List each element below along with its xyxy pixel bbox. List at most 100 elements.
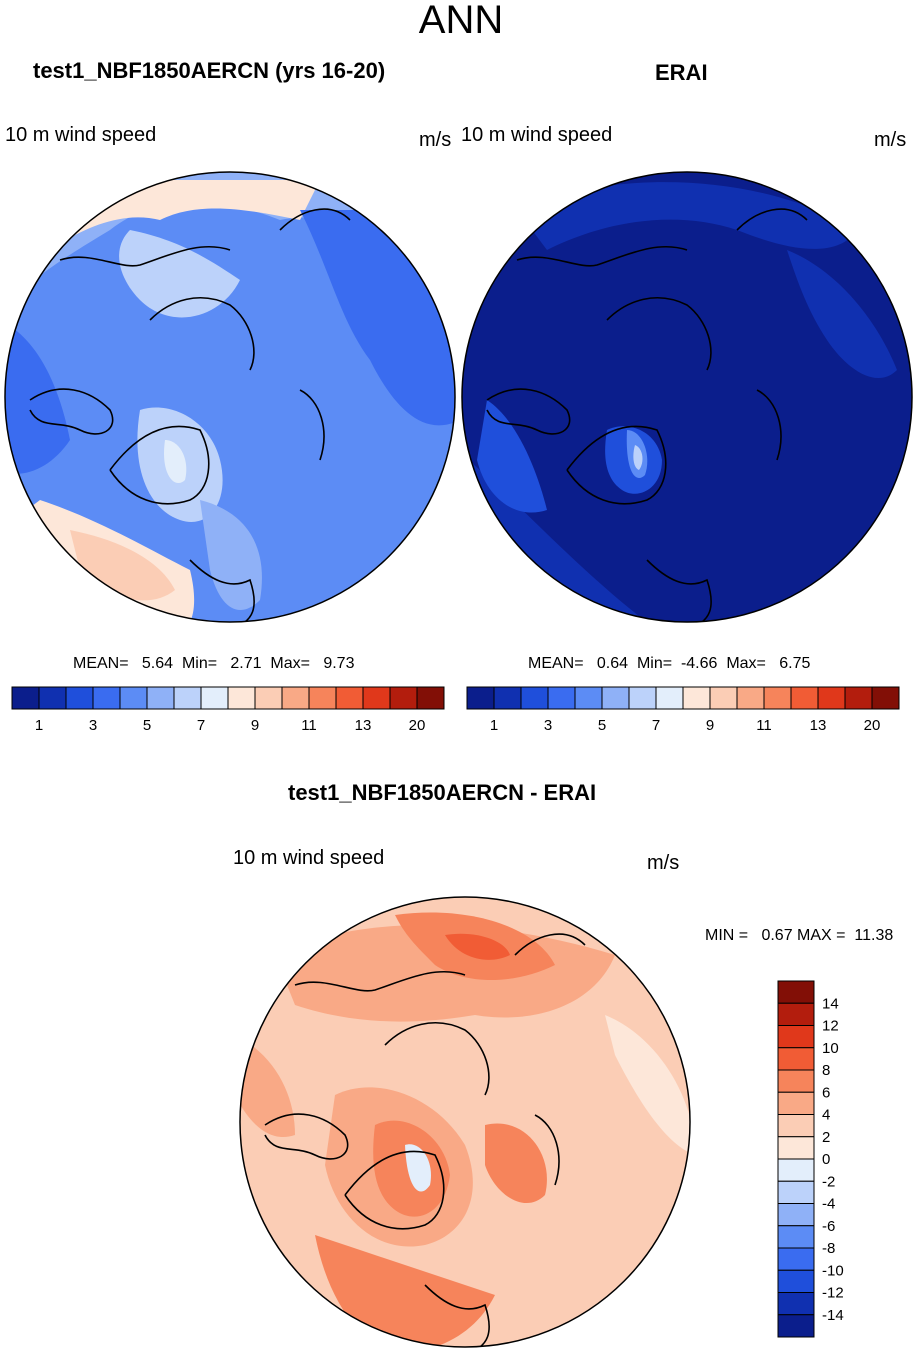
diff-units-label: m/s <box>647 852 680 874</box>
right-colorbar-tick-label: 1 <box>490 717 498 734</box>
diff-colorbar-bin <box>777 1136 815 1160</box>
right-colorbar-bin <box>547 686 576 710</box>
right-panel-title: ERAI <box>655 60 708 85</box>
left-colorbar-bin <box>254 686 283 710</box>
right-colorbar-bin <box>520 686 549 710</box>
diff-east-light <box>605 1015 690 1155</box>
left-panel-title: test1_NBF1850AERCN (yrs 16-20) <box>33 58 386 83</box>
left-colorbar-bin <box>335 686 364 710</box>
diff-colorbar-tick-label: 14 <box>822 995 839 1012</box>
right-colorbar-bin <box>574 686 603 710</box>
left-light-patch <box>119 230 240 318</box>
left-colorbar-tick-label: 1 <box>35 717 43 734</box>
diff-colorbar-bin <box>777 1203 815 1227</box>
diff-colorbar-bin <box>777 1314 815 1338</box>
right-north-band <box>517 182 857 250</box>
diff-map-border <box>239 896 691 1348</box>
right-colorbar-tick-label: 11 <box>756 717 772 734</box>
diff-colorbar-tick-label: 12 <box>822 1018 839 1035</box>
diff-colorbar-tick-label: -6 <box>822 1218 835 1235</box>
diff-colorbar-tick-label: 4 <box>822 1107 830 1124</box>
right-colorbar-bin <box>601 686 630 710</box>
right-colorbar: 1 3 5 7 9 11 13 20 <box>466 686 900 734</box>
left-colorbar-bin <box>200 686 229 710</box>
diff-variable-label: 10 m wind speed <box>233 847 385 869</box>
diff-polar-map <box>239 896 691 1348</box>
right-colorbar-tick-label: 3 <box>544 717 552 734</box>
right-polar-map <box>461 171 913 623</box>
left-colorbar-bin <box>146 686 175 710</box>
left-map-border <box>4 171 456 623</box>
left-coastlines <box>29 208 351 622</box>
left-colorbar-bin <box>92 686 121 710</box>
left-colorbar-tick-label: 3 <box>89 717 97 734</box>
left-colorbar-bin <box>173 686 202 710</box>
diff-colorbar-tick-label: 6 <box>822 1084 830 1101</box>
diff-colorbar-tick-label: -12 <box>822 1285 844 1302</box>
right-colorbar-bin <box>871 686 900 710</box>
page-title: ANN <box>418 0 504 42</box>
diff-colorbar-bin <box>777 1180 815 1204</box>
diff-colorbar-tick-label: -14 <box>822 1307 844 1324</box>
right-colorbar-bin <box>763 686 792 710</box>
diff-colorbar-tick-label: -10 <box>822 1262 844 1279</box>
left-colorbar-bin <box>308 686 337 710</box>
left-colorbar-tick-label: 13 <box>355 717 372 734</box>
left-colorbar-tick-label: 20 <box>409 717 426 734</box>
diff-colorbar-bin <box>777 1069 815 1093</box>
diff-colorbar-bin <box>777 980 815 1004</box>
diff-colorbar: 14 12 10 8 6 4 2 0 -2 -4 -6 -8 -10 -12 -14 <box>777 980 844 1338</box>
right-colorbar-tick-label: 7 <box>652 717 660 734</box>
diff-colorbar-tick-label: 2 <box>822 1129 830 1146</box>
diff-colorbar-tick-label: -8 <box>822 1240 835 1257</box>
left-stats: MEAN= 5.64 Min= 2.71 Max= 9.73 <box>73 655 355 672</box>
right-colorbar-bin <box>790 686 819 710</box>
left-colorbar-tick-label: 7 <box>197 717 205 734</box>
diff-colorbar-tick-label: 8 <box>822 1062 830 1079</box>
right-stats: MEAN= 0.64 Min= -4.66 Max= 6.75 <box>528 655 811 672</box>
right-colorbar-bin <box>466 686 495 710</box>
left-colorbar-bin <box>416 686 445 710</box>
diff-colorbar-bin <box>777 1047 815 1071</box>
right-colorbar-bin <box>736 686 765 710</box>
right-colorbar-tick-label: 5 <box>598 717 606 734</box>
right-colorbar-tick-label: 20 <box>864 717 881 734</box>
diff-greenland-core <box>405 1144 431 1192</box>
left-colorbar-bin <box>227 686 256 710</box>
right-east-band <box>787 250 897 379</box>
left-colorbar-bin <box>389 686 418 710</box>
diff-colorbar-bin <box>777 1225 815 1249</box>
right-colorbar-bin <box>844 686 873 710</box>
diff-colorbar-bin <box>777 1247 815 1271</box>
left-colorbar-bin <box>119 686 148 710</box>
right-colorbar-bin <box>709 686 738 710</box>
left-polar-map <box>4 171 456 623</box>
diff-colorbar-tick-label: 0 <box>822 1151 830 1168</box>
diff-colorbar-bin <box>777 1269 815 1293</box>
left-variable-label: 10 m wind speed <box>5 124 157 146</box>
right-units-label: m/s <box>874 129 907 151</box>
right-coastlines <box>486 208 808 622</box>
diff-colorbar-tick-label: -4 <box>822 1196 835 1213</box>
diff-stats: MIN = 0.67 MAX = 11.38 <box>705 927 894 944</box>
diff-north-peak <box>445 933 510 960</box>
left-colorbar-tick-label: 11 <box>301 717 317 734</box>
left-colorbar-bin <box>281 686 310 710</box>
diff-east-patch <box>485 1123 547 1204</box>
diff-colorbar-bin <box>777 1025 815 1049</box>
diff-colorbar-tick-label: 10 <box>822 1040 839 1057</box>
diff-colorbar-bin <box>777 1158 815 1182</box>
left-colorbar-tick-label: 5 <box>143 717 151 734</box>
diff-west-patch <box>240 1035 295 1137</box>
diff-colorbar-tick-label: -2 <box>822 1173 835 1190</box>
right-colorbar-bin <box>628 686 657 710</box>
right-greenland-core <box>633 445 643 470</box>
right-colorbar-bin <box>817 686 846 710</box>
right-colorbar-bin <box>655 686 684 710</box>
right-west-patch <box>477 400 547 513</box>
diff-panel-title: test1_NBF1850AERCN - ERAI <box>288 780 597 805</box>
left-colorbar-tick-label: 9 <box>251 717 259 734</box>
left-colorbar-bin <box>65 686 94 710</box>
left-greenland-core <box>164 440 187 484</box>
right-variable-label: 10 m wind speed <box>461 124 613 146</box>
